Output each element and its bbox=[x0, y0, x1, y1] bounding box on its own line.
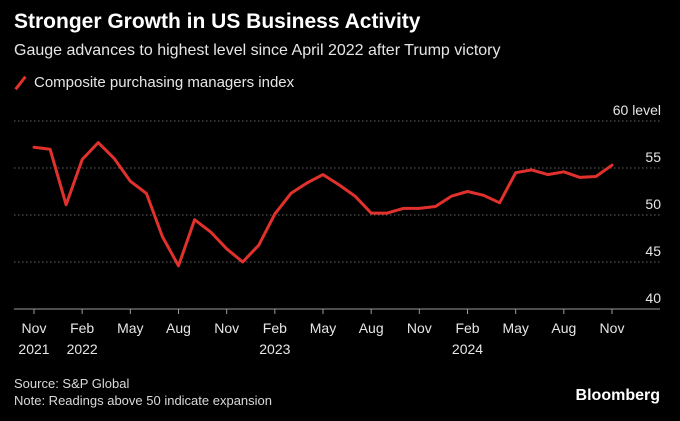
y-tick-label: 40 bbox=[645, 290, 661, 306]
legend-label: Composite purchasing managers index bbox=[34, 74, 295, 91]
x-tick-year-label: 2021 bbox=[18, 341, 49, 357]
chart-title: Stronger Growth in US Business Activity bbox=[14, 10, 421, 33]
x-tick-year-label: 2023 bbox=[259, 341, 290, 357]
x-tick-label: May bbox=[310, 320, 336, 336]
x-tick-label: Aug bbox=[551, 320, 576, 336]
footer: Source: S&P Global Note: Readings above … bbox=[14, 375, 272, 409]
x-tick-label: Nov bbox=[214, 320, 239, 336]
x-tick-label: May bbox=[502, 320, 528, 336]
x-tick-label: Aug bbox=[359, 320, 384, 336]
source-note: Source: S&P Global bbox=[14, 376, 130, 391]
y-tick-label: 55 bbox=[645, 149, 661, 165]
y-tick-label: 50 bbox=[645, 196, 661, 212]
x-tick-label: Nov bbox=[407, 320, 432, 336]
x-tick-label: Aug bbox=[166, 320, 191, 336]
x-tick-label: Feb bbox=[70, 320, 94, 336]
bloomberg-logo: Bloomberg bbox=[575, 387, 660, 404]
x-tick-label: Nov bbox=[600, 320, 625, 336]
x-tick-label: May bbox=[117, 320, 143, 336]
x-tick-label: Feb bbox=[263, 320, 287, 336]
x-tick-label: Nov bbox=[22, 320, 47, 336]
x-tick-year-label: 2022 bbox=[67, 341, 98, 357]
y-tick-label: 60 level bbox=[613, 102, 661, 118]
y-tick-label: 45 bbox=[645, 243, 661, 259]
legend: Composite purchasing managers index bbox=[14, 74, 294, 91]
chart-subtitle: Gauge advances to highest level since Ap… bbox=[14, 42, 501, 59]
series-line-composite-pmi bbox=[32, 141, 614, 268]
x-tick-year-label: 2024 bbox=[452, 341, 483, 357]
footnote: Note: Readings above 50 indicate expansi… bbox=[14, 393, 273, 408]
x-tick-label: Feb bbox=[455, 320, 479, 336]
